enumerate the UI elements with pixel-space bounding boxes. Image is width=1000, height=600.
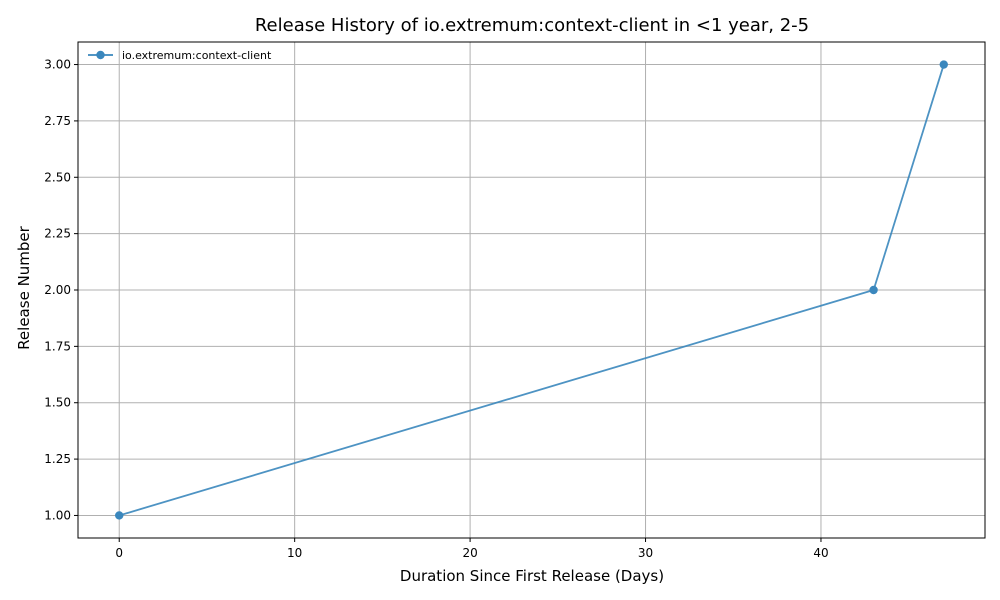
y-tick-label: 1.25: [44, 452, 71, 466]
plot-frame: [77, 41, 986, 539]
data-point: [869, 285, 878, 295]
x-tick-label: 40: [813, 546, 828, 560]
y-tick-label: 1.50: [44, 396, 71, 410]
y-tick-label: 2.00: [44, 283, 71, 297]
legend-label: io.extremum:context-client: [122, 49, 272, 62]
y-tick-label: 1.75: [44, 339, 71, 353]
y-axis-label: Release Number: [15, 225, 33, 349]
legend-marker: [96, 50, 105, 60]
x-axis-label: Duration Since First Release (Days): [400, 567, 664, 585]
x-tick-label: 10: [287, 546, 302, 560]
y-tick-label: 3.00: [44, 58, 71, 72]
y-tick-label: 2.75: [44, 114, 71, 128]
legend: io.extremum:context-client: [88, 49, 272, 62]
y-axis-ticks: 1.00 1.25 1.50 1.75 2.00 2.25 2.50 2.75 3.00: [44, 58, 78, 522]
x-tick-label: 0: [115, 546, 123, 560]
y-tick-label: 2.25: [44, 227, 71, 241]
y-tick-label: 1.00: [44, 508, 71, 522]
grid: [78, 42, 985, 538]
data-point: [939, 60, 948, 69]
series-layer: [115, 60, 948, 520]
y-tick-label: 2.50: [44, 170, 71, 184]
chart-title: Release History of io.extremum:context-c…: [255, 15, 809, 36]
x-tick-label: 30: [638, 546, 653, 560]
x-tick-label: 20: [462, 546, 477, 560]
x-axis-ticks: 0 10 20 30 40: [115, 538, 829, 560]
data-point: [115, 511, 124, 520]
